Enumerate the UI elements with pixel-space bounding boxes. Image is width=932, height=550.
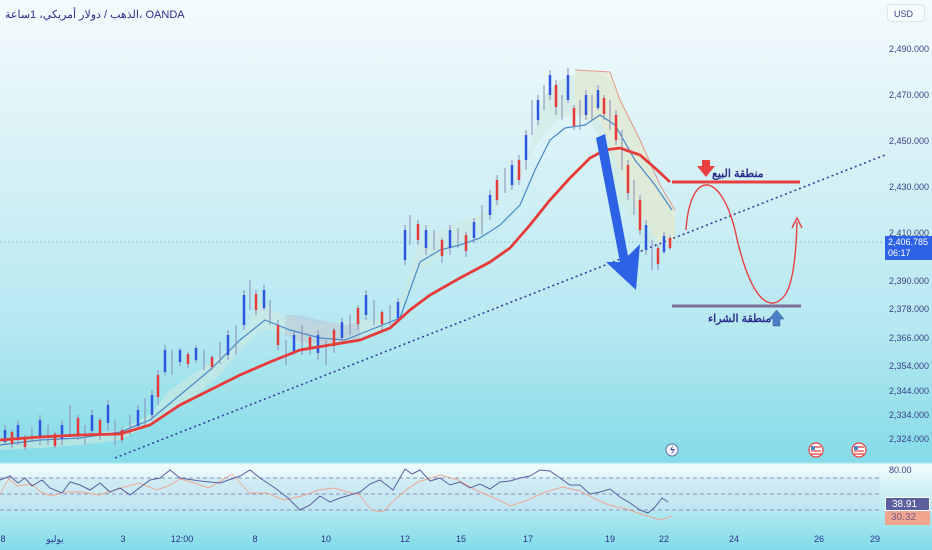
price-tick: 2,490.000 [889,44,930,54]
time-tick: 12 [399,534,411,544]
currency-button[interactable]: USD [887,4,925,22]
time-tick: 29 [869,534,881,544]
rsi-ma-line [0,473,673,521]
time-tick: 19 [604,534,616,544]
rsi-ma-value-badge: 30.32 [885,511,930,525]
price-tick: 2,410.000 [889,228,930,238]
price-tick: 2,344.000 [889,386,930,396]
price-tick: 2,324.000 [889,434,930,444]
price-tick: 2,430.000 [889,182,930,192]
sell-arrow-icon [697,160,715,177]
time-tick: 17 [522,534,534,544]
projection-arrowhead-icon [791,216,803,229]
us-flag-event-icon[interactable] [808,442,824,458]
fast-moving-average [0,114,673,446]
symbol-title[interactable]: الذهب / دولار أمريكي، 1ساعة، OANDA [5,9,185,21]
time-tick: 15 [455,534,467,544]
rsi-pane[interactable] [0,468,880,521]
time-tick: 24 [728,534,740,544]
time-tick: 10 [320,534,332,544]
buy-zone-label: منطقة الشراء [708,313,772,325]
time-tick: يوليو [46,534,64,544]
price-tick: 2,354.000 [889,361,930,371]
last-price-value: 2,406.785 [888,237,929,247]
time-tick: 12:00 [170,534,194,544]
price-tick: 2,366.000 [889,333,930,343]
time-tick: 8 [0,534,6,544]
price-tick: 2,450.000 [889,136,930,146]
bar-countdown: 06:17 [888,248,911,258]
lightning-event-icon[interactable] [665,443,679,457]
bearish-arrow-icon [596,134,640,290]
projection-path [685,184,798,304]
rsi-upper-level: 80.00 [889,465,912,475]
slow-moving-average [0,146,671,442]
buy-arrow-icon [768,309,785,327]
time-tick: 8 [252,534,258,544]
us-flag-event-icon[interactable] [851,442,867,458]
sell-zone-label: منطقة البيع [712,168,764,180]
time-tick: 22 [658,534,670,544]
indicator-band-pullback [575,70,675,245]
price-tick: 2,334.000 [889,410,930,420]
price-tick: 2,470.000 [889,90,930,100]
time-tick: 26 [813,534,825,544]
rsi-line [0,468,669,514]
last-price-badge: 2,406.785 06:17 [885,236,932,260]
band-upper-edge [574,69,676,211]
rsi-band [0,478,880,510]
price-tick: 2,390.000 [889,276,930,286]
price-tick: 2,378.000 [889,304,930,314]
rsi-value-badge: 38.91 [885,497,930,511]
candlesticks [3,68,672,450]
time-tick: 3 [120,534,126,544]
